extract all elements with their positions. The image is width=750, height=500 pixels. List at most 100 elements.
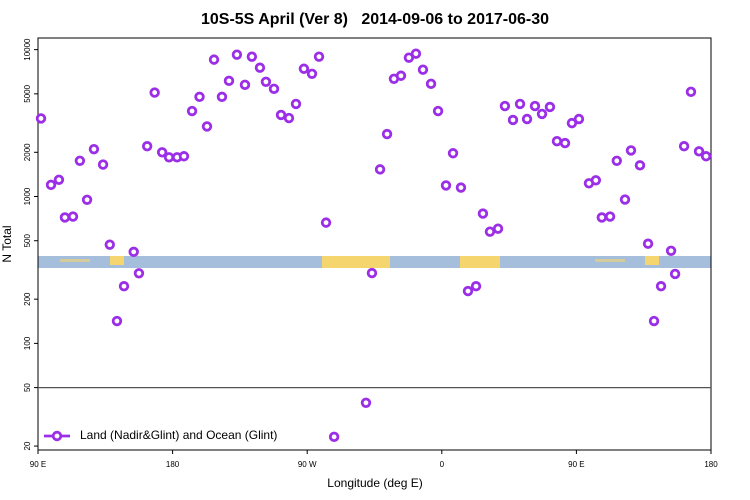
data-point [381, 128, 393, 140]
data-point [492, 223, 504, 234]
data-point [417, 64, 429, 75]
y-tick-label: 100 [23, 336, 32, 350]
data-point [685, 86, 697, 98]
data-point [470, 281, 482, 292]
x-tick-label: 180 [704, 460, 718, 469]
data-point [283, 112, 295, 124]
data-point [74, 155, 86, 167]
data-point [163, 152, 175, 163]
y-axis-label: N Total [0, 225, 14, 262]
x-tick-label: 180 [166, 460, 180, 469]
y-tick-label: 2000 [23, 143, 32, 161]
data-point [410, 48, 422, 59]
data-point [149, 87, 160, 98]
data-point [104, 239, 115, 250]
data-point [440, 180, 452, 191]
data-point [693, 146, 705, 157]
data-point [536, 108, 548, 120]
data-point [642, 238, 654, 249]
data-point [604, 211, 616, 222]
x-tick-label: 90 W [298, 460, 317, 469]
data-point [290, 98, 302, 110]
data-point [573, 113, 585, 125]
data-point [551, 135, 563, 147]
data-point [118, 281, 130, 292]
data-point [156, 147, 168, 158]
data-point [395, 70, 407, 81]
data-point [35, 113, 47, 124]
x-tick-label: 90 E [30, 460, 46, 469]
data-point [678, 141, 690, 152]
data-point [320, 217, 332, 228]
data-point [268, 83, 280, 95]
data-point [216, 91, 228, 103]
data-point [374, 164, 386, 175]
data-point [499, 100, 511, 112]
data-point [260, 76, 272, 87]
data-point [275, 109, 287, 121]
data-point [201, 121, 213, 132]
data-point [648, 315, 660, 327]
x-tick-label: 0 [440, 460, 445, 469]
data-point [559, 137, 571, 149]
data-point [81, 194, 93, 205]
data-point [611, 155, 622, 167]
data-point [529, 100, 541, 112]
data-point [619, 194, 631, 205]
data-point [97, 159, 109, 170]
data-point [366, 267, 378, 279]
x-axis-label: Longitude (deg E) [327, 476, 422, 490]
data-point [484, 226, 496, 237]
y-tick-label: 5000 [23, 84, 32, 102]
data-point [655, 281, 667, 292]
data-point [447, 148, 459, 159]
y-tick-label: 200 [23, 292, 32, 306]
data-point [128, 246, 139, 258]
data-point [462, 285, 474, 297]
data-point [360, 397, 372, 409]
data-point [88, 143, 100, 155]
data-point [432, 105, 444, 117]
data-point [328, 431, 340, 443]
y-tick-label: 1000 [23, 187, 32, 205]
data-point [477, 208, 489, 219]
y-tick-label: 10000 [23, 38, 32, 61]
y-tick-label: 500 [23, 234, 32, 248]
data-point [455, 182, 467, 193]
data-point [67, 211, 79, 222]
map-strip [38, 256, 711, 268]
data-point [544, 101, 556, 113]
data-point [239, 79, 251, 91]
x-tick-label: 90 E [568, 460, 584, 469]
data-point [306, 68, 318, 79]
data-point [133, 268, 145, 279]
data-point [254, 62, 266, 73]
data-point [625, 145, 637, 156]
plot-frame [37, 37, 712, 451]
data-point [566, 117, 578, 129]
data-point [507, 114, 519, 126]
data-point [669, 268, 681, 280]
data-point [425, 78, 437, 90]
chart-title: 10S-5S April (Ver 8) 2014-09-06 to 2017-… [201, 11, 549, 28]
data-point [141, 141, 153, 152]
data-point [596, 212, 608, 223]
data-point [590, 175, 602, 186]
data-point [246, 51, 258, 62]
data-point [700, 151, 712, 162]
data-point [111, 315, 123, 327]
data-point [186, 105, 198, 117]
data-point [521, 113, 533, 125]
data-point [313, 51, 325, 62]
data-point [178, 151, 190, 162]
legend-marker [51, 430, 63, 442]
data-point [231, 49, 243, 60]
data-point [634, 160, 646, 171]
y-tick-label: 20 [23, 441, 32, 450]
data-point [45, 179, 57, 191]
data-point [298, 63, 310, 74]
data-point [514, 98, 526, 110]
data-point [665, 245, 677, 256]
data-point [208, 54, 220, 65]
